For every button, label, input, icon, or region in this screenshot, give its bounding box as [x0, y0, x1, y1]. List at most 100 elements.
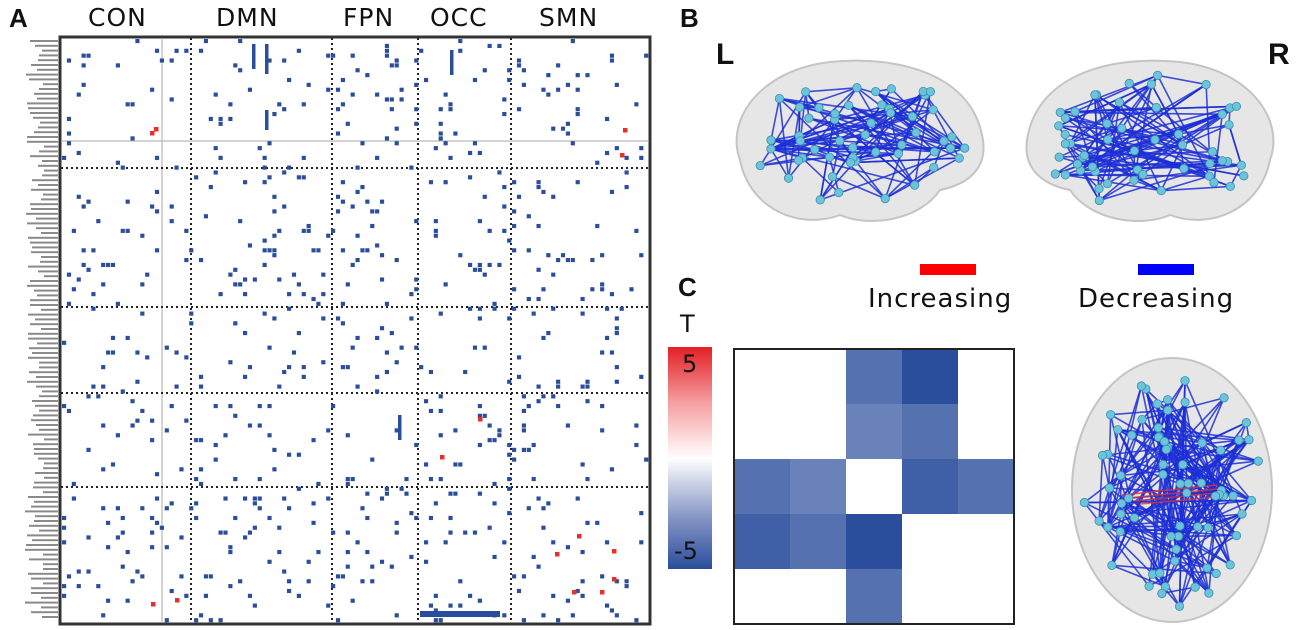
matrix-cell: [414, 345, 419, 350]
right-hemisphere-label: R: [1268, 38, 1290, 71]
row-tick-mark: [26, 73, 58, 76]
network-node: [929, 147, 940, 157]
row-tick-mark: [29, 78, 58, 81]
matrix-cell: [389, 107, 394, 112]
matrix-cell: [600, 428, 605, 433]
matrix-cell: [194, 175, 199, 180]
matrix-cell: [477, 598, 482, 603]
matrix-cell: [76, 584, 81, 589]
network-edge: [856, 86, 934, 111]
matrix-cell: [512, 209, 517, 214]
matrix-cell: [306, 228, 311, 233]
matrix-cell: [272, 194, 277, 199]
network-node: [1070, 107, 1080, 117]
network-node: [1219, 393, 1229, 403]
matrix-cell: [345, 550, 350, 555]
matrix-cell: [624, 155, 629, 160]
matrix-cell: [242, 374, 248, 379]
matrix-cell: [575, 87, 580, 92]
matrix-cell: [634, 228, 639, 233]
network-node: [1157, 588, 1167, 599]
matrix-cell: [125, 228, 130, 233]
matrix-cell: [145, 355, 150, 360]
network-node: [1158, 469, 1168, 480]
network-node: [1102, 119, 1112, 129]
network-node: [866, 118, 876, 128]
matrix-cell: [375, 335, 380, 341]
matrix-cell: [375, 92, 380, 97]
network-node: [897, 140, 907, 150]
matrix-cell: [335, 87, 341, 92]
matrix-cell: [130, 399, 135, 404]
col-label-dmn: DMN: [216, 3, 279, 32]
matrix-cell: [355, 233, 360, 238]
colorbar: [668, 347, 712, 569]
matrix-cell: [326, 428, 331, 433]
matrix-cell: [639, 374, 644, 379]
network-node: [954, 153, 964, 163]
network-node: [1060, 113, 1070, 123]
matrix-cell: [76, 92, 81, 97]
matrix-cell: [414, 277, 419, 282]
heatmap-cell: [734, 514, 791, 570]
row-tick-mark: [25, 601, 58, 604]
matrix-cell: [370, 579, 375, 584]
matrix-cell: [575, 588, 580, 594]
network-node: [1228, 491, 1238, 501]
network-node: [886, 84, 896, 94]
matrix-cell: [585, 399, 590, 404]
network-edge: [1080, 83, 1207, 172]
heatmap-c: [733, 348, 1015, 625]
heatmap-cell: [902, 349, 959, 405]
matrix-cell: [399, 87, 404, 92]
matrix-cell: [247, 243, 253, 248]
matrix-cell: [316, 550, 321, 555]
matrix-cell: [125, 598, 130, 603]
network-node: [1102, 179, 1113, 189]
row-tick-mark: [31, 419, 58, 422]
matrix-cell: [301, 102, 306, 107]
matrix-cell-increase: [478, 417, 483, 422]
matrix-cell: [301, 228, 306, 233]
matrix-cell: [477, 316, 482, 321]
matrix-cell: [66, 272, 72, 277]
matrix-cell: [194, 501, 199, 506]
network-node: [1129, 146, 1140, 156]
matrix-cell: [311, 520, 316, 525]
matrix-cell: [448, 491, 453, 496]
heatmap-cell: [734, 404, 791, 460]
matrix-cell: [477, 267, 482, 272]
matrix-cell: [556, 379, 561, 384]
network-node: [804, 113, 814, 123]
network-edge: [1111, 564, 1166, 588]
matrix-cell: [453, 491, 458, 496]
row-tick-mark: [31, 188, 58, 191]
network-node: [1103, 522, 1113, 532]
heatmap-cell: [958, 404, 1015, 460]
heatmap-cell: [790, 569, 847, 625]
heatmap-cell: [790, 404, 847, 460]
matrix-cell: [551, 194, 556, 199]
network-node: [1124, 78, 1134, 88]
matrix-cell: [516, 107, 522, 112]
network-edge: [1182, 439, 1240, 466]
matrix-cell: [287, 452, 292, 457]
row-tick-mark: [39, 88, 58, 90]
network-edge: [798, 90, 931, 162]
matrix-cell: [86, 569, 91, 574]
matrix-cell: [296, 452, 301, 457]
matrix-cell: [536, 185, 541, 190]
matrix-cell: [198, 374, 204, 379]
network-edge: [770, 148, 790, 179]
matrix-cell: [101, 506, 106, 511]
matrix-cell: [355, 258, 360, 263]
matrix-cell: [423, 559, 429, 564]
matrix-cell: [257, 477, 262, 482]
matrix-cell: [497, 433, 502, 438]
matrix-cell: [277, 102, 282, 107]
matrix-cell-increase: [577, 534, 582, 539]
matrix-cell: [379, 199, 385, 204]
matrix-cell: [331, 530, 336, 535]
network-node: [1241, 417, 1251, 428]
row-tick-mark: [36, 376, 58, 378]
